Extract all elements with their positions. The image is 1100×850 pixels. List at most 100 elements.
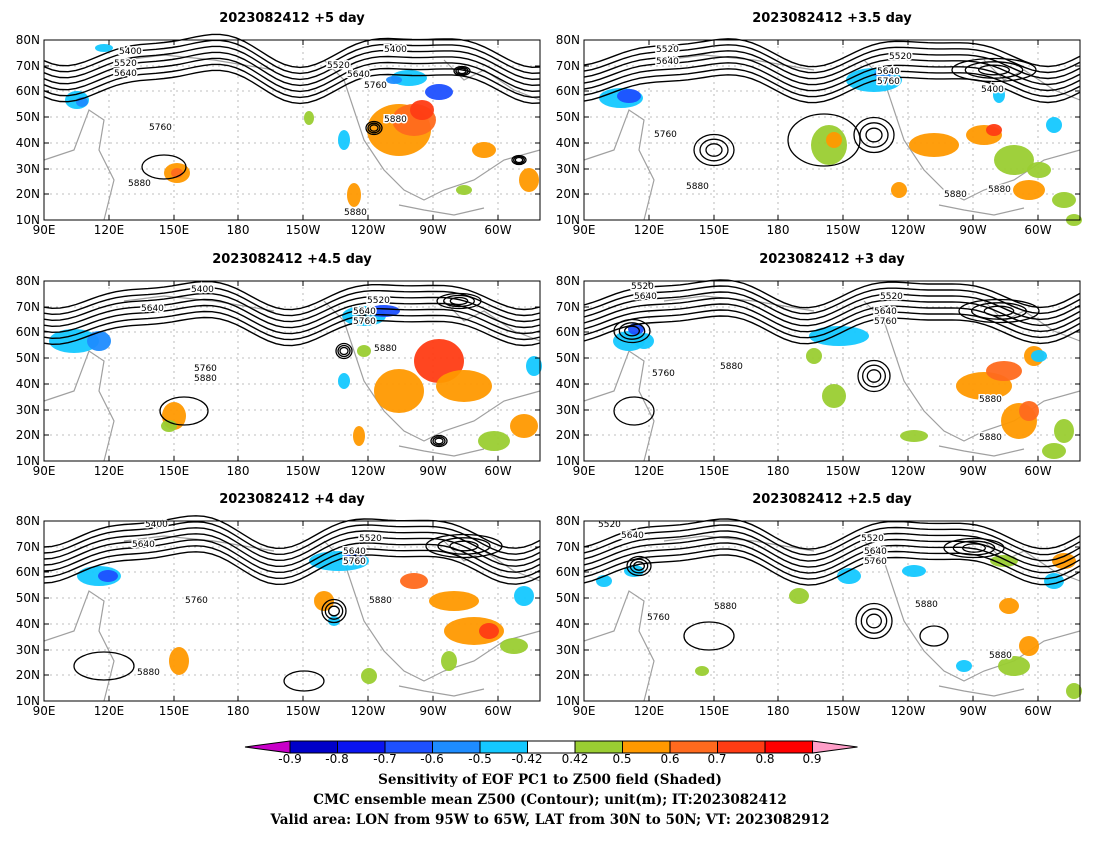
shade-blob (519, 168, 539, 192)
z500-contours (43, 33, 541, 180)
z500-contours (583, 518, 1081, 651)
coastline (663, 295, 815, 312)
contour-line (613, 318, 651, 344)
contour-label: 5760 (874, 317, 897, 327)
shade-blob (304, 111, 314, 125)
sensitivity-shading (613, 323, 1074, 459)
lat-label: 10N (556, 694, 580, 708)
colorbar-tick: -0.6 (420, 752, 444, 766)
lat-axis-labels: 80N 70N 60N 50N 40N 30N 20N 10N (556, 33, 580, 227)
contour-line (952, 540, 996, 556)
lon-label: 150W (286, 464, 321, 478)
lat-label: 60N (556, 565, 580, 579)
coastline (398, 445, 485, 457)
lat-label: 80N (556, 33, 580, 47)
contour-line (705, 143, 723, 157)
colorbar-high-arrow (812, 740, 858, 754)
lon-label: 120W (891, 464, 926, 478)
coastline (663, 535, 815, 552)
colorbar-tick: -0.8 (325, 752, 349, 766)
lon-axis-labels: 90E 120E 150E 180 150W 120W 90W 60W (573, 704, 1052, 718)
contour-line (43, 51, 541, 87)
lon-axis-labels: 90E 120E 150E 180 150W 120W 90W 60W (33, 223, 512, 237)
contour-line (339, 346, 349, 356)
contour-line (865, 127, 883, 143)
contour-label: 5400 (191, 285, 214, 295)
contour-line (432, 436, 446, 446)
shade-blob (478, 431, 510, 451)
panel-title: 2023082412 +2.5 day (752, 492, 912, 507)
z500-contours (583, 38, 1081, 167)
contour-labels: 5400 5640 5520 5640 5760 5880 5760 5880 (140, 284, 399, 386)
contour-line (583, 303, 1081, 333)
contour-line (43, 533, 541, 568)
contour-line (369, 124, 379, 132)
lon-label: 150W (826, 464, 861, 478)
shade-blob (1042, 443, 1066, 459)
shade-blob (986, 361, 1022, 381)
contour-label: 5640 (132, 540, 155, 550)
contour-line (857, 359, 891, 393)
contour-line (626, 555, 652, 577)
shade-blob (1031, 350, 1047, 362)
lon-label: 90W (959, 464, 986, 478)
contour-line (443, 294, 475, 308)
colorbar-tick: 0.7 (707, 752, 727, 766)
shade-blob (956, 660, 972, 672)
colorbar-tick: 0.5 (612, 752, 632, 766)
lon-label: 150W (826, 704, 861, 718)
contour-label: 5640 (343, 547, 366, 557)
contour-line (624, 325, 640, 337)
colorbar-tick: 0.6 (660, 752, 680, 766)
contour-line (583, 315, 1081, 345)
shade-blob (634, 333, 654, 349)
contour-line (337, 344, 351, 358)
contour-label: 5760 (877, 77, 900, 87)
lat-label: 60N (16, 84, 40, 98)
shade-blob (87, 331, 111, 351)
lat-label: 10N (556, 454, 580, 468)
panel-title: 2023082412 +4 day (219, 492, 365, 507)
shade-blob (1019, 401, 1039, 421)
lon-label: 60W (484, 223, 511, 237)
contour-line (43, 310, 541, 341)
contour-line (860, 608, 888, 634)
contour-label: 5520 (367, 296, 390, 306)
coastline (323, 540, 541, 682)
lon-label: 180 (767, 704, 790, 718)
colorbar-tick: 0.42 (561, 752, 589, 766)
contour-line (455, 66, 469, 76)
contour-label: 5880 (384, 115, 407, 125)
contour-line (862, 364, 886, 388)
contour-line (43, 545, 541, 580)
z500-contours (43, 515, 541, 692)
lon-label: 150E (699, 704, 730, 718)
lon-axis-labels: 90E 120E 150E 180 150W 120W 90W 60W (573, 464, 1052, 478)
contour-line (633, 561, 645, 571)
contour-label: 5400 (981, 85, 1004, 95)
lat-label: 70N (556, 540, 580, 554)
coastline (323, 59, 541, 201)
contour-label: 5760 (149, 123, 172, 133)
contour-line (434, 437, 444, 445)
lat-label: 70N (556, 300, 580, 314)
lat-label: 80N (556, 514, 580, 528)
coastline (443, 300, 541, 342)
lat-label: 70N (556, 59, 580, 73)
lat-label: 50N (556, 110, 580, 124)
contour-label: 5760 (864, 557, 887, 567)
contour-label: 5520 (598, 520, 621, 530)
shade-blob (1013, 180, 1045, 200)
coastline (863, 59, 1081, 201)
contour-line (978, 64, 1010, 76)
contour-label: 5520 (631, 282, 654, 292)
shade-blob (429, 591, 479, 611)
lat-label: 20N (16, 428, 40, 442)
contour-line (449, 296, 469, 306)
contour-line (425, 533, 503, 559)
lon-label: 150E (159, 704, 190, 718)
contour-line (964, 61, 1024, 79)
shade-blob (386, 76, 402, 84)
lon-label: 90E (573, 223, 596, 237)
shade-blob (436, 370, 492, 402)
